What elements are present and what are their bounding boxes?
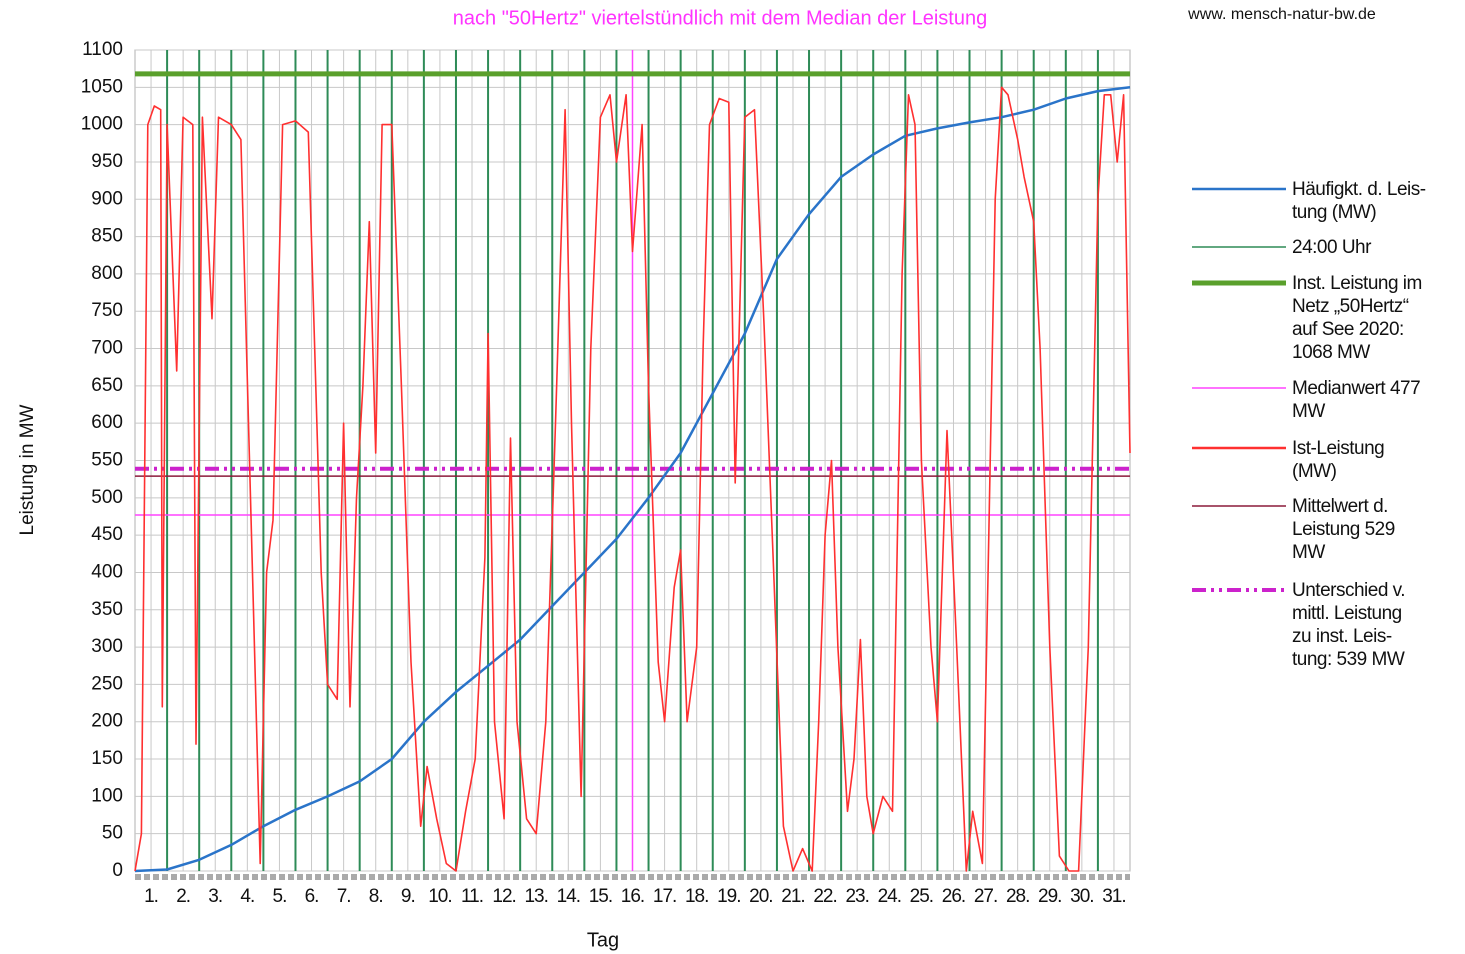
y-tick-label: 350 xyxy=(91,599,123,620)
x-tick-label: 29. xyxy=(1038,886,1061,907)
y-tick-label: 700 xyxy=(91,338,123,359)
x-tick-label: 11. xyxy=(461,886,483,907)
y-tick-label: 450 xyxy=(91,524,123,545)
x-tick-label: 5. xyxy=(273,886,287,907)
x-tick-label: 17. xyxy=(653,886,676,907)
y-tick-label: 0 xyxy=(112,860,123,881)
x-tick-label: 9. xyxy=(401,886,415,907)
y-tick-label: 500 xyxy=(91,487,123,508)
y-tick-label: 900 xyxy=(91,188,123,209)
y-tick-label: 250 xyxy=(91,673,123,694)
x-tick-label: 1. xyxy=(144,886,158,907)
x-tick-label: 18. xyxy=(685,886,708,907)
legend-entry: Mittelwert d. Leistung 529 MW xyxy=(1292,496,1395,563)
x-tick-label: 31. xyxy=(1102,886,1125,907)
x-tick-label: 2. xyxy=(176,886,190,907)
y-tick-label: 200 xyxy=(91,711,123,732)
y-tick-label: 100 xyxy=(91,785,123,806)
y-tick-label: 800 xyxy=(91,263,123,284)
x-tick-label: 4. xyxy=(240,886,254,907)
y-tick-label: 750 xyxy=(91,300,123,321)
data-line xyxy=(134,86,1131,873)
x-tick-label: 14. xyxy=(557,886,580,907)
y-tick-label: 50 xyxy=(102,823,123,844)
legend-entry: Ist-Leistung (MW) xyxy=(1292,438,1385,482)
y-tick-label: 150 xyxy=(91,748,123,769)
x-tick-label: 26. xyxy=(942,886,965,907)
x-tick-label: 30. xyxy=(1070,886,1093,907)
y-tick-label: 550 xyxy=(91,450,123,471)
x-tick-label: 13. xyxy=(524,886,547,907)
x-tick-label: 10. xyxy=(428,886,451,907)
x-tick-label: 20. xyxy=(749,886,772,907)
x-tick-label: 28. xyxy=(1006,886,1029,907)
y-tick-label: 1050 xyxy=(81,76,123,97)
y-tick-label: 850 xyxy=(91,226,123,247)
legend-entry: 24:00 Uhr xyxy=(1292,237,1371,258)
x-tick-label: 15. xyxy=(589,886,612,907)
x-axis-label: Tag xyxy=(587,929,619,951)
x-tick-label: 21. xyxy=(781,886,804,907)
x-tick-label: 3. xyxy=(208,886,222,907)
x-tick-label: 8. xyxy=(369,886,383,907)
x-tick-label: 25. xyxy=(910,886,933,907)
legend-entry: Häufigkt. d. Leis- tung (MW) xyxy=(1292,179,1426,223)
y-tick-label: 400 xyxy=(91,561,123,582)
y-tick-label: 300 xyxy=(91,636,123,657)
x-tick-label: 16. xyxy=(621,886,644,907)
x-tick-label: 19. xyxy=(717,886,740,907)
y-axis-label: Leistung in MW xyxy=(17,404,38,535)
legend-entry: Unterschied v. mittl. Leistung zu inst. … xyxy=(1292,580,1406,670)
x-tick-label: 7. xyxy=(337,886,351,907)
x-tick-label: 12. xyxy=(492,886,515,907)
x-tick-label: 22. xyxy=(813,886,836,907)
x-tick-label: 6. xyxy=(305,886,319,907)
legend-entry: Medianwert 477 MW xyxy=(1292,378,1421,422)
y-tick-label: 650 xyxy=(91,375,123,396)
y-tick-label: 1000 xyxy=(81,114,123,135)
x-tick-label: 23. xyxy=(845,886,868,907)
x-tick-label: 27. xyxy=(974,886,997,907)
y-tick-label: 950 xyxy=(91,151,123,172)
chart-title: nach "50Hertz" viertelstündlich mit dem … xyxy=(453,7,987,29)
source: www. mensch-natur-bw.de xyxy=(1187,6,1376,23)
y-tick-label: 1100 xyxy=(82,39,123,60)
data-line xyxy=(134,86,1131,872)
y-tick-label: 600 xyxy=(91,412,123,433)
x-tick-label: 24. xyxy=(878,886,901,907)
legend-entry: Inst. Leistung im Netz „50Hertz“ auf See… xyxy=(1292,273,1422,363)
